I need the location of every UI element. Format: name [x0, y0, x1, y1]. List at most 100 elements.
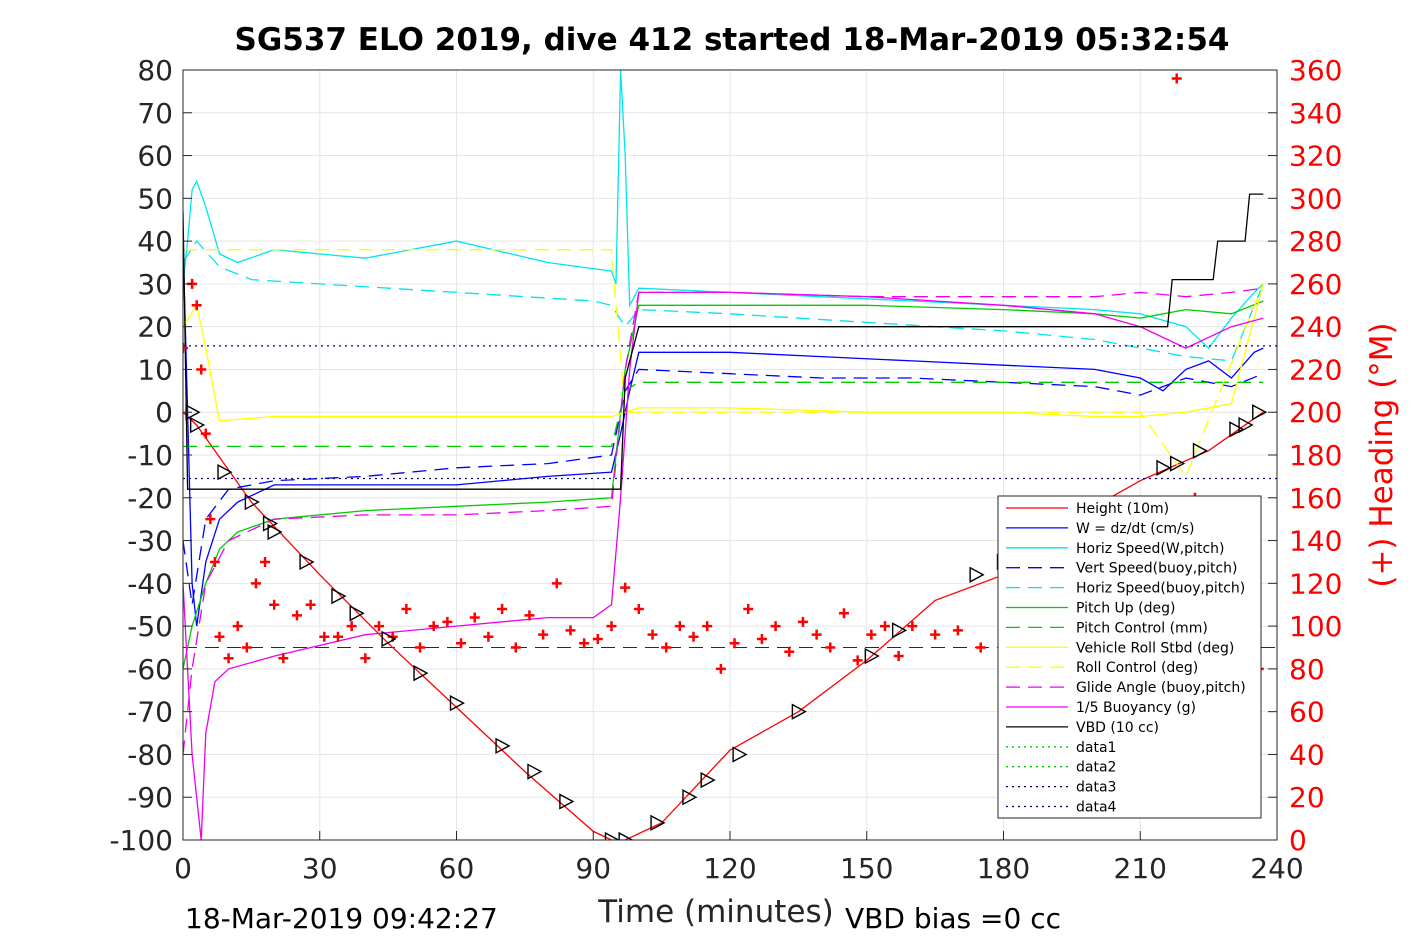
right-tick-label-15: 60 — [1289, 696, 1325, 729]
right-tick-label-12: 120 — [1289, 567, 1342, 600]
heading-point-54 — [825, 642, 836, 653]
x-tick-label-8: 240 — [1250, 852, 1303, 885]
left-tick-label-0: 80 — [137, 54, 173, 87]
legend-label-2: Horiz Speed(W,pitch) — [1076, 541, 1224, 557]
series-line-4 — [183, 240, 1264, 362]
heading-point-21 — [374, 621, 385, 632]
right-tick-label-7: 220 — [1289, 353, 1342, 386]
height-marker-12 — [495, 737, 511, 755]
left-tick-label-3: 50 — [137, 182, 173, 215]
legend-label-10: 1/5 Buoyancy (g) — [1076, 700, 1196, 716]
heading-point-40 — [633, 604, 644, 614]
heading-point-26 — [442, 616, 453, 627]
height-marker-16 — [618, 831, 634, 840]
heading-point-63 — [975, 642, 986, 653]
height-marker-19 — [700, 771, 716, 789]
heading-point-10 — [241, 642, 252, 653]
heading-point-38 — [606, 621, 617, 632]
height-marker-9 — [381, 630, 397, 648]
height-marker-4 — [262, 515, 279, 532]
right-tick-label-5: 260 — [1289, 268, 1342, 301]
legend-label-4: Horiz Speed(buoy,pitch) — [1076, 581, 1245, 597]
legend-label-9: Glide Angle (buoy,pitch) — [1076, 680, 1246, 696]
heading-point-14 — [278, 653, 289, 664]
legend-label-15: data4 — [1076, 800, 1117, 816]
height-marker-11 — [449, 694, 465, 712]
height-marker-24 — [969, 566, 985, 583]
height-marker-32 — [1252, 404, 1268, 421]
heading-point-15 — [291, 610, 302, 621]
height-marker-29 — [1192, 442, 1208, 459]
right-tick-label-11: 140 — [1289, 525, 1342, 558]
heading-point-72 — [1171, 73, 1182, 84]
right-tick-label-14: 80 — [1289, 653, 1325, 686]
height-markers — [185, 404, 1268, 840]
series-line-9 — [183, 287, 1264, 755]
left-tick-label-15: -70 — [127, 696, 173, 729]
series-line-11 — [183, 193, 1264, 490]
legend: Height (10m) W = dz/dt (cm/s) Horiz Speed(… — [997, 495, 1262, 819]
legend-label-5: Pitch Up (deg) — [1076, 601, 1175, 617]
height-marker-6 — [299, 553, 315, 571]
heading-point-4 — [200, 428, 211, 439]
vbd-bias-label: VBD bias =0 cc — [845, 902, 1061, 935]
height-marker-15 — [604, 831, 620, 840]
heading-point-55 — [838, 608, 849, 619]
legend-box — [997, 495, 1262, 819]
height-marker-7 — [331, 587, 347, 605]
left-tick-label-10: -20 — [127, 482, 173, 515]
heading-point-3 — [196, 364, 207, 375]
heading-point-17 — [319, 631, 330, 642]
height-marker-14 — [559, 793, 575, 810]
heading-point-13 — [269, 599, 280, 610]
height-marker-30 — [1229, 421, 1245, 438]
heading-point-34 — [551, 578, 562, 589]
heading-point-24 — [415, 642, 426, 653]
right-tick-label-16: 40 — [1289, 738, 1325, 771]
heading-point-7 — [214, 631, 225, 642]
heading-point-39 — [620, 582, 631, 593]
left-tick-label-6: 20 — [137, 311, 173, 344]
legend-label-8: Roll Control (deg) — [1076, 660, 1198, 676]
left-tick-label-2: 60 — [137, 140, 173, 173]
left-tick-label-11: -30 — [127, 525, 173, 558]
right-tick-label-18: 0 — [1289, 824, 1307, 857]
heading-point-62 — [952, 625, 963, 636]
left-tick-label-14: -60 — [127, 653, 173, 686]
heading-point-35 — [565, 625, 576, 636]
left-y-axis: 80 70 60 50 40 30 20 10 0 -10 -20 -30 -40 -50 -60 -70 -8… — [109, 54, 192, 857]
right-tick-label-10: 160 — [1289, 482, 1342, 515]
heading-point-53 — [811, 629, 822, 640]
height-marker-22 — [864, 647, 880, 665]
height-marker-5 — [267, 523, 283, 541]
chart-title: SG537 ELO 2019, dive 412 started 18-Mar-… — [235, 22, 1230, 58]
heading-point-56 — [852, 655, 863, 666]
series-line-8 — [183, 249, 1264, 478]
x-tick-label-4: 120 — [703, 852, 756, 885]
heading-point-9 — [232, 621, 243, 632]
height-marker-8 — [349, 605, 365, 622]
x-axis: 0 30 60 90 120 150 180 210 240 — [174, 831, 1304, 885]
right-tick-label-2: 320 — [1289, 140, 1342, 173]
heading-point-49 — [756, 633, 767, 644]
series-line-6 — [183, 381, 1264, 448]
right-y-axis-label: (+) Heading (°M) — [1364, 322, 1400, 587]
height-marker-20 — [732, 746, 748, 763]
heading-point-12 — [260, 556, 271, 567]
heading-point-18 — [332, 631, 343, 642]
heading-point-0 — [183, 343, 188, 354]
legend-label-6: Pitch Control (mm) — [1076, 620, 1208, 636]
heading-point-47 — [729, 638, 740, 649]
heading-point-5 — [205, 514, 216, 525]
heading-point-8 — [223, 653, 234, 664]
heading-point-11 — [250, 578, 261, 589]
height-marker-21 — [791, 703, 807, 720]
heading-point-6 — [209, 556, 220, 567]
heading-point-44 — [688, 631, 699, 642]
x-tick-label-2: 60 — [439, 852, 475, 885]
heading-point-61 — [930, 629, 941, 640]
heading-point-52 — [797, 616, 808, 627]
right-tick-label-4: 280 — [1289, 225, 1342, 258]
height-marker-13 — [527, 763, 543, 780]
left-tick-label-17: -90 — [127, 781, 173, 814]
